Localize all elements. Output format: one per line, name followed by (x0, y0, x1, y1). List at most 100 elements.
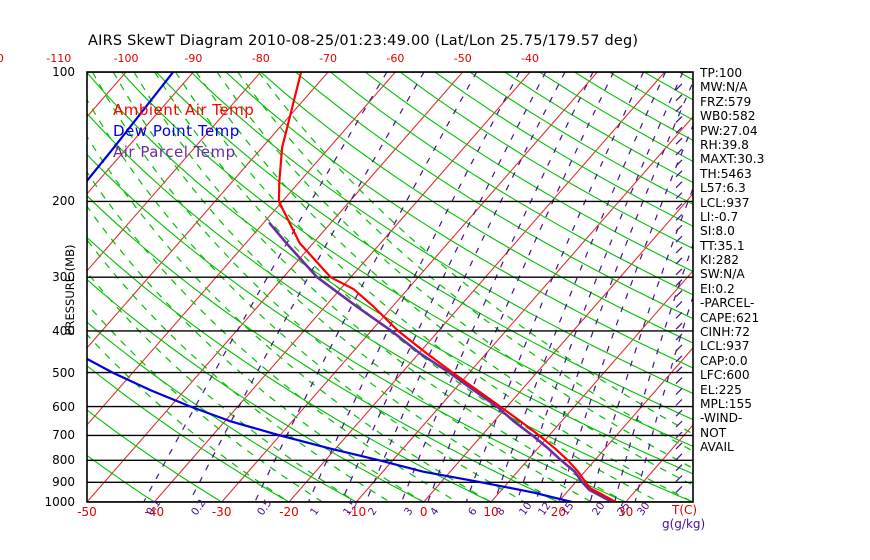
dry-adiabat-line (87, 72, 693, 475)
wind-barb-tick (675, 246, 683, 254)
wind-barb-tick (675, 311, 683, 319)
stat-item: PW:27.04 (700, 123, 758, 138)
wind-barb-tick (675, 333, 683, 341)
mixing-ratio-line (614, 242, 693, 502)
bottom-temp-tick-label: -40 (144, 505, 165, 519)
sounding-stats-panel: TP:100 MW:N/A FRZ:579 WB0:582 PW:27.04 RH:39.… (700, 66, 860, 455)
top-temp-tick-label: -40 (521, 52, 540, 65)
stat-item: CAP:0.0 (700, 353, 748, 368)
stat-item: EL:225 (700, 382, 742, 397)
wind-barb-tick (675, 431, 683, 439)
wind-barb-tick (675, 301, 683, 308)
stat-item: TH:5463 (700, 166, 752, 181)
stat-item: FRZ:579 (700, 94, 752, 109)
mixing-ratio-line (558, 123, 693, 502)
wind-barb-tick (675, 366, 683, 374)
wind-barb-tick (675, 420, 683, 428)
stat-item: LCL:937 (700, 195, 750, 210)
ambient-air-temp-curve (277, 72, 617, 502)
wind-barb-tick (675, 485, 683, 493)
wind-barb-tick (675, 398, 683, 406)
stat-item: TT:35.1 (700, 238, 745, 253)
bottom-temp-tick-label: -10 (346, 505, 367, 519)
stat-item: SI:8.0 (700, 224, 735, 239)
pressure-tick-label: 400 (52, 323, 75, 338)
stat-item: -PARCEL- (700, 296, 755, 311)
top-temp-tick-label: -50 (453, 52, 472, 65)
bottom-temp-tick-label: 30 (618, 505, 634, 519)
stat-item: LI:-0.7 (700, 209, 739, 224)
mixing-ratio-line (634, 294, 693, 502)
data-curves (87, 72, 617, 502)
moist-adiabat-line (87, 98, 524, 502)
bottom-temp-tick-label: 0 (419, 505, 428, 519)
wind-barb-tick (675, 464, 683, 472)
stat-item: RH:39.8 (700, 137, 749, 152)
moist-adiabat-line (87, 271, 356, 502)
mixing-ratio-line (465, 72, 645, 502)
isotherm-line (153, 72, 531, 502)
wind-barb-tick (675, 83, 683, 91)
pressure-tick-label: 600 (52, 399, 75, 414)
legend-air-parcel-temp: Air Parcel Temp (113, 143, 236, 161)
isotherm-line (87, 72, 329, 349)
moist-adiabat-line (87, 302, 322, 502)
page-title: AIRS SkewT Diagram 2010-08-25/01:23:49.0… (88, 33, 639, 49)
top-temp-tick-label: -110 (46, 52, 72, 65)
wind-barb-tick (675, 322, 683, 330)
wind-barb-tick (675, 159, 683, 167)
dry-adiabat-line (87, 236, 492, 502)
pressure-tick-label: 300 (52, 270, 75, 285)
moist-adiabat-line (91, 72, 558, 502)
wind-barb-tick (675, 116, 683, 123)
dry-adiabat-line (190, 72, 693, 395)
mixing-ratio-line (589, 186, 693, 502)
dry-adiabat-line (0, 72, 20, 502)
dry-adiabat-line (87, 112, 693, 502)
wind-barb-tick (675, 213, 683, 221)
wind-barb-tick (675, 257, 683, 265)
mixing-ratio-line (427, 72, 615, 502)
mixing-ratio-line (341, 72, 547, 502)
wind-barb-tick (675, 453, 683, 461)
stat-item: NOT (700, 425, 727, 440)
wind-barb-tick (675, 105, 683, 112)
dry-adiabat-line (120, 72, 693, 447)
wind-barb-tick (675, 268, 683, 276)
wind-barb-tick (675, 475, 683, 482)
top-temp-tick-label: -60 (386, 52, 405, 65)
moist-adiabat-line (87, 205, 423, 502)
isotherm-line (423, 192, 693, 502)
top-temp-tick-label: -90 (184, 52, 203, 65)
mixing-ratio-line (516, 72, 684, 502)
moist-adiabat-line (195, 72, 693, 486)
top-temp-tick-label: -70 (319, 52, 338, 65)
dry-adiabat-line (87, 278, 424, 502)
stat-item: KI:282 (700, 253, 739, 268)
moist-adiabat-line (237, 72, 693, 452)
dry-adiabat-line (295, 72, 693, 320)
moist-adiabat-line (133, 72, 625, 502)
wind-barb-tick (675, 377, 683, 385)
pressure-tick-label: 700 (52, 428, 75, 443)
mixing-ratio-line (254, 72, 478, 502)
x-axis-mixing-label: g(g/kg) (662, 517, 706, 531)
wind-barb-tick (675, 170, 683, 178)
moist-adiabat-line (258, 72, 693, 435)
wind-barb-tick (675, 388, 683, 395)
isotherm-line (87, 72, 464, 502)
isotherm-line (557, 347, 693, 502)
x-axis-temp-label: T(C) (672, 503, 698, 517)
bottom-temp-tick-label: -20 (279, 505, 299, 519)
moist-adiabat-line (87, 135, 490, 502)
wind-barb-tick (675, 126, 683, 134)
stat-item: MW:N/A (700, 80, 748, 95)
mixing-ratio-line (365, 72, 566, 502)
bottom-temp-tick-label: -50 (77, 505, 97, 519)
isotherm-line (625, 424, 693, 502)
stat-item: TP:100 (700, 66, 743, 80)
stat-item: -WIND- (700, 411, 743, 426)
stat-item: CAPE:621 (700, 310, 760, 325)
